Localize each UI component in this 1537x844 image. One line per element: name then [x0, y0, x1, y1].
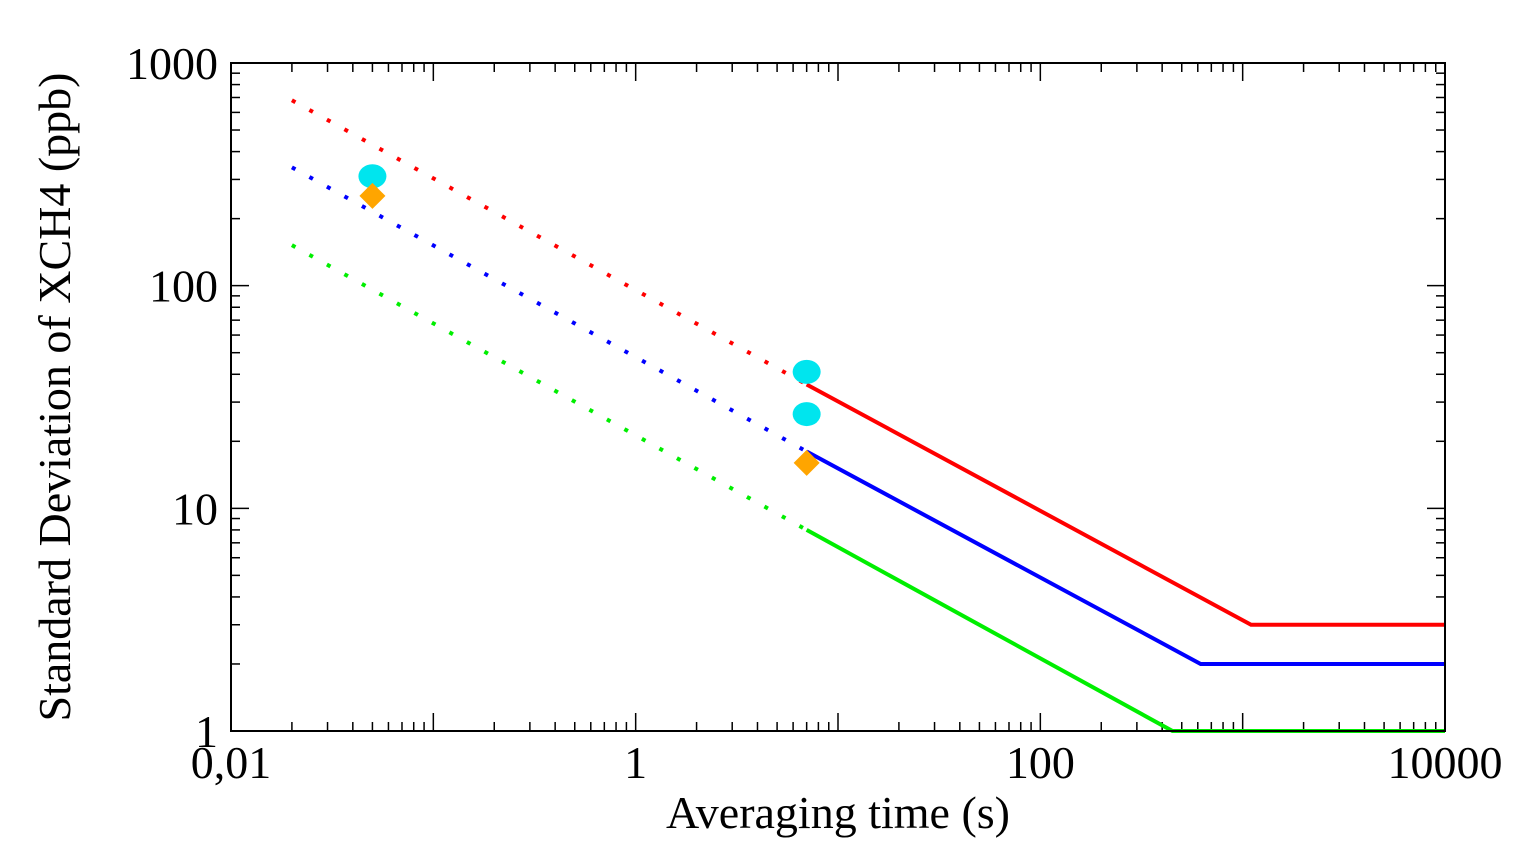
y-tick-labels: 1 10 100 1000 [126, 38, 218, 757]
y-tick-label: 10 [172, 483, 218, 534]
x-axis-title: Averaging time (s) [666, 787, 1010, 838]
plot-frame [230, 62, 1446, 732]
series-red-dotted [290, 98, 808, 387]
diamond-marker [793, 449, 820, 476]
x-tick-labels: 0,01 1 100 10000 [191, 737, 1503, 788]
circle-marker [792, 402, 821, 427]
series-layer [290, 98, 1445, 733]
series-blue-dotted [290, 165, 808, 454]
circle-marker [792, 359, 821, 384]
major-ticks [230, 62, 1446, 732]
x-tick-label: 10000 [1388, 737, 1503, 788]
x-tick-label: 0,01 [191, 737, 272, 788]
y-axis-title: Standard Deviation of XCH4 (ppb) [29, 73, 80, 722]
x-tick-label: 100 [1006, 737, 1075, 788]
marker-layer [358, 164, 821, 476]
series-green-solid [805, 528, 1445, 733]
series-green-dotted [290, 243, 808, 532]
y-tick-label: 1000 [126, 38, 218, 89]
x-tick-label: 1 [624, 737, 647, 788]
series-red-solid [805, 382, 1445, 627]
y-tick-label: 1 [195, 706, 218, 757]
circle-marker [358, 164, 387, 189]
y-tick-label: 100 [149, 261, 218, 312]
minor-ticks [231, 63, 1445, 731]
series-blue-solid [805, 449, 1445, 666]
diamond-marker [359, 182, 386, 209]
